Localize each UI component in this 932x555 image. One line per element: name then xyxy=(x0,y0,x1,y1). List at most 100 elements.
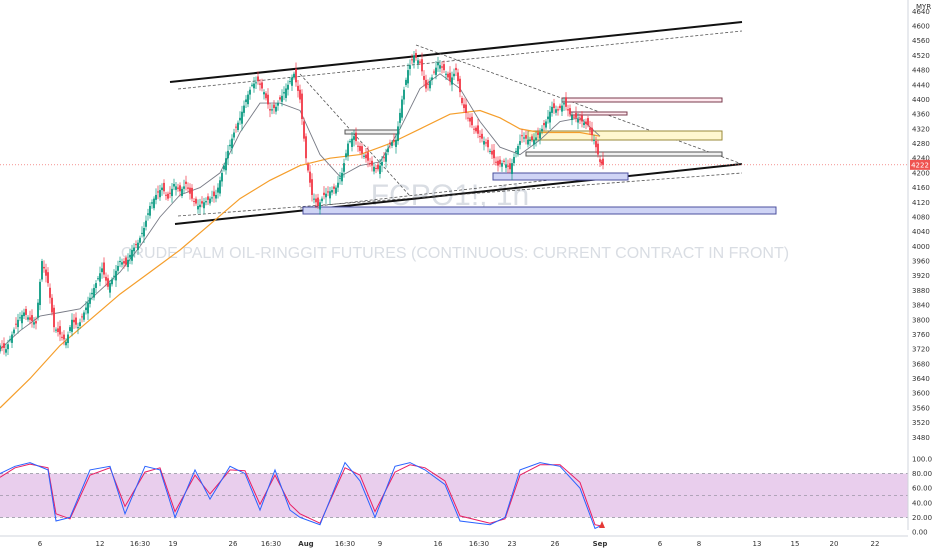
candle-body[interactable] xyxy=(119,261,121,263)
candle-body[interactable] xyxy=(249,89,251,95)
candle-body[interactable] xyxy=(143,228,145,237)
candle-body[interactable] xyxy=(389,142,391,144)
candle-body[interactable] xyxy=(239,117,241,121)
candle-body[interactable] xyxy=(187,187,189,189)
candle-body[interactable] xyxy=(291,77,293,86)
candle-body[interactable] xyxy=(489,150,491,152)
candle-body[interactable] xyxy=(525,135,527,139)
candle-body[interactable] xyxy=(457,72,459,82)
candle-body[interactable] xyxy=(181,188,183,196)
candle-body[interactable] xyxy=(487,140,489,148)
candle-body[interactable] xyxy=(327,191,329,193)
time-axis[interactable]: 6 12 16:30 19 26 16:30 Aug 16:30 9 16 16:30 23 26 Sep… xyxy=(38,540,880,548)
candle-body[interactable] xyxy=(307,164,309,171)
candle-body[interactable] xyxy=(201,201,203,204)
candle-body[interactable] xyxy=(151,202,153,204)
candle-body[interactable] xyxy=(111,279,113,285)
candle-body[interactable] xyxy=(219,180,221,194)
candle-body[interactable] xyxy=(39,281,41,306)
candle-body[interactable] xyxy=(0,345,1,352)
candle-body[interactable] xyxy=(161,187,163,191)
candle-body[interactable] xyxy=(169,192,171,194)
candle-body[interactable] xyxy=(167,193,169,199)
candle-body[interactable] xyxy=(257,76,259,82)
candle-body[interactable] xyxy=(71,319,73,332)
candle-body[interactable] xyxy=(195,198,197,204)
candle-body[interactable] xyxy=(451,77,453,85)
candle-body[interactable] xyxy=(203,202,205,209)
candle-body[interactable] xyxy=(53,307,55,328)
candle-body[interactable] xyxy=(129,254,131,258)
candle-body[interactable] xyxy=(301,93,303,120)
candle-body[interactable] xyxy=(113,275,115,277)
candle-body[interactable] xyxy=(205,201,207,203)
price-axis[interactable]: 3480 3520 3560 3600 3640 3680 3720 3760 3800 3840… xyxy=(912,8,930,442)
candle-body[interactable] xyxy=(443,64,445,71)
candle-body[interactable] xyxy=(351,138,353,147)
candle-body[interactable] xyxy=(217,187,219,193)
candle-body[interactable] xyxy=(521,135,523,137)
trendline-descending[interactable] xyxy=(415,44,743,165)
candle-body[interactable] xyxy=(555,109,557,113)
candle-body[interactable] xyxy=(393,139,395,142)
candle-body[interactable] xyxy=(437,62,439,66)
candle-body[interactable] xyxy=(299,89,301,100)
candle-body[interactable] xyxy=(37,302,39,318)
candle-body[interactable] xyxy=(75,317,77,325)
candle-body[interactable] xyxy=(191,187,193,199)
candle-body[interactable] xyxy=(57,328,59,333)
candles-layer[interactable] xyxy=(0,49,604,357)
candle-body[interactable] xyxy=(509,163,511,170)
candle-body[interactable] xyxy=(463,104,465,109)
candle-body[interactable] xyxy=(455,67,457,71)
candle-body[interactable] xyxy=(585,121,587,124)
candle-body[interactable] xyxy=(361,146,363,154)
candle-body[interactable] xyxy=(303,121,305,139)
candle-body[interactable] xyxy=(333,186,335,189)
candle-body[interactable] xyxy=(599,159,601,162)
candle-body[interactable] xyxy=(125,257,127,265)
candle-body[interactable] xyxy=(345,153,347,158)
candle-body[interactable] xyxy=(579,119,581,121)
candle-body[interactable] xyxy=(369,163,371,165)
candle-body[interactable] xyxy=(155,194,157,200)
candle-body[interactable] xyxy=(255,82,257,84)
candle-body[interactable] xyxy=(315,198,317,203)
candle-body[interactable] xyxy=(485,142,487,144)
candle-body[interactable] xyxy=(559,105,561,109)
candle-body[interactable] xyxy=(493,149,495,159)
candle-body[interactable] xyxy=(7,344,9,350)
candle-body[interactable] xyxy=(445,73,447,75)
candle-body[interactable] xyxy=(1,346,3,348)
candle-body[interactable] xyxy=(179,185,181,192)
candle-body[interactable] xyxy=(602,158,604,165)
candle-body[interactable] xyxy=(325,193,327,198)
candle-body[interactable] xyxy=(465,104,467,113)
candle-body[interactable] xyxy=(309,171,311,183)
candle-body[interactable] xyxy=(209,198,211,204)
candle-body[interactable] xyxy=(107,278,109,287)
candle-body[interactable] xyxy=(335,187,337,194)
candle-body[interactable] xyxy=(379,165,381,174)
candle-body[interactable] xyxy=(441,66,443,68)
candle-body[interactable] xyxy=(103,262,105,275)
candle-body[interactable] xyxy=(449,72,451,82)
candle-body[interactable] xyxy=(569,108,571,115)
candle-body[interactable] xyxy=(277,103,279,106)
candle-body[interactable] xyxy=(539,132,541,139)
demand-zone-short[interactable] xyxy=(492,172,629,181)
candle-body[interactable] xyxy=(55,329,57,331)
candle-body[interactable] xyxy=(353,136,355,140)
candle-body[interactable] xyxy=(173,183,175,187)
candle-body[interactable] xyxy=(595,141,597,148)
candle-body[interactable] xyxy=(43,266,45,269)
candle-body[interactable] xyxy=(85,307,87,311)
candle-body[interactable] xyxy=(499,159,501,165)
candle-body[interactable] xyxy=(387,148,389,153)
candle-body[interactable] xyxy=(47,272,49,284)
candle-body[interactable] xyxy=(237,122,239,130)
candle-body[interactable] xyxy=(21,314,23,324)
trendline-support[interactable] xyxy=(299,173,605,209)
candle-body[interactable] xyxy=(193,200,195,202)
candle-body[interactable] xyxy=(573,116,575,118)
